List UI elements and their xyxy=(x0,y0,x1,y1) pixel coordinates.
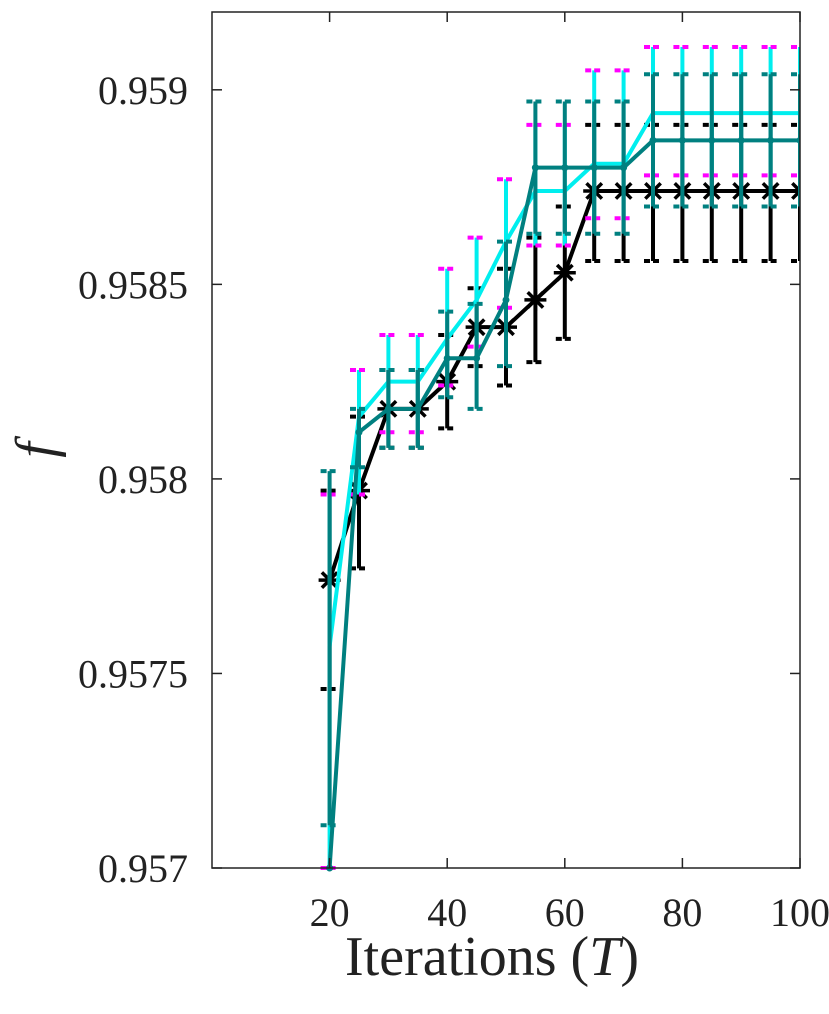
data-point xyxy=(553,261,576,284)
x-tick-label: 100 xyxy=(770,890,829,935)
x-axis-label-paren-open: ( xyxy=(557,926,590,988)
x-axis-label-paren-close: ) xyxy=(620,926,639,988)
x-tick-label: 80 xyxy=(662,890,702,935)
series-layer xyxy=(318,45,800,872)
data-point xyxy=(737,136,745,144)
y-tick-label: 0.957 xyxy=(98,846,188,891)
series-2 xyxy=(320,72,800,872)
y-tick-label: 0.9585 xyxy=(78,262,188,307)
data-point xyxy=(384,405,392,413)
ticks-layer: 20 40 60 80 100 0.957 0.9575 0.958 0.9585 0.959 xyxy=(78,12,829,935)
data-point xyxy=(502,296,510,304)
data-point xyxy=(767,136,775,144)
x-tick-label: 60 xyxy=(545,890,585,935)
x-tick-label: 40 xyxy=(427,890,467,935)
data-point xyxy=(590,164,598,172)
plot-frame xyxy=(211,11,801,869)
x-axis-label-var: T xyxy=(589,926,624,988)
data-point xyxy=(789,179,800,202)
data-point xyxy=(473,354,481,362)
data-point xyxy=(708,136,716,144)
y-axis-label: f xyxy=(5,435,67,458)
x-tick-label: 20 xyxy=(310,890,350,935)
data-point xyxy=(531,164,539,172)
data-point xyxy=(561,164,569,172)
data-point xyxy=(414,405,422,413)
data-point xyxy=(355,428,363,436)
y-tick-label: 0.958 xyxy=(98,457,188,502)
x-axis-label-text: Iterations xyxy=(345,926,556,988)
data-point xyxy=(678,136,686,144)
data-point xyxy=(620,164,628,172)
y-tick-label: 0.9575 xyxy=(78,651,188,696)
data-point xyxy=(649,136,657,144)
data-point xyxy=(443,354,451,362)
data-point xyxy=(796,136,800,144)
data-point xyxy=(524,288,547,311)
x-axis-label: Iterations (T) xyxy=(345,926,639,988)
y-tick-label: 0.959 xyxy=(98,68,188,113)
plot-area xyxy=(212,12,800,868)
